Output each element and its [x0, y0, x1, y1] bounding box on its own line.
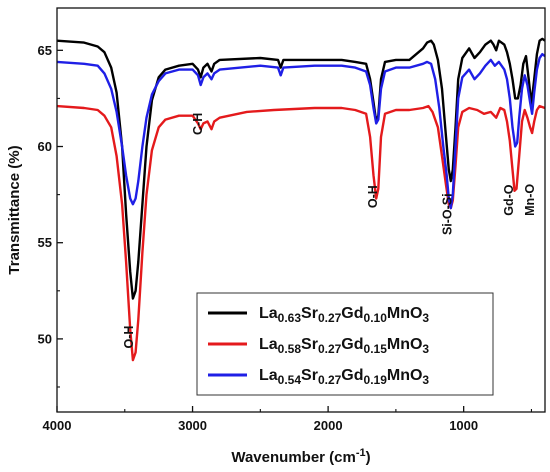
- y-axis-title: Transmittance (%): [6, 145, 23, 274]
- series-line-3: [56, 53, 546, 210]
- legend-subscript: 0.27: [318, 373, 342, 387]
- legend-symbol: Sr: [301, 367, 318, 384]
- legend-subscript: 0.27: [318, 311, 342, 325]
- peak-annotation: Mn-O: [523, 184, 537, 216]
- x-tick-label: 2000: [314, 418, 343, 433]
- legend-subscript: 3: [422, 311, 429, 325]
- legend-subscript: 0.15: [364, 342, 388, 356]
- y-tick-label: 65: [38, 43, 52, 58]
- legend-subscript: 0.58: [278, 342, 302, 356]
- legend-subscript: 3: [422, 373, 429, 387]
- annotation-layer: O-H C-H O-H Si-O-Si Gd-O Mn-O: [122, 113, 537, 349]
- peak-annotation: O-H: [122, 326, 136, 349]
- legend-symbol: Sr: [301, 305, 318, 322]
- y-tick-label: 60: [38, 139, 52, 154]
- x-axis-title-close: ): [366, 449, 371, 466]
- x-axis-title-exponent: -1: [356, 447, 366, 459]
- peak-annotation: Gd-O: [502, 184, 516, 216]
- peak-annotation: O-H: [366, 185, 380, 208]
- legend-symbol: Gd: [341, 367, 363, 384]
- legend-subscript: 3: [422, 342, 429, 356]
- legend-label-1: La0.63Sr0.27Gd0.10MnO3: [259, 305, 429, 325]
- legend-subscript: 0.27: [318, 342, 342, 356]
- x-axis-title-main: Wavenumber (cm: [231, 449, 355, 466]
- legend-subscript: 0.54: [278, 373, 302, 387]
- x-axis-title: Wavenumber (cm-1): [231, 447, 370, 466]
- y-tick-label: 55: [38, 235, 52, 250]
- legend-box: [196, 292, 494, 396]
- plot-frame: [56, 7, 546, 413]
- legend-symbol: Gd: [341, 336, 363, 353]
- legend-subscript: 0.19: [364, 373, 388, 387]
- series-line-1: [56, 37, 546, 300]
- legend-symbol: MnO: [387, 305, 423, 322]
- legend-symbol: La: [259, 336, 278, 353]
- tick-layer: 4000 3000 2000 1000 50 55 60 65: [38, 43, 532, 433]
- legend-symbol: Sr: [301, 336, 318, 353]
- legend-subscript: 0.10: [364, 311, 388, 325]
- legend-label-3: La0.54Sr0.27Gd0.19MnO3: [259, 367, 429, 387]
- legend-symbol: La: [259, 305, 278, 322]
- legend-symbol: Gd: [341, 305, 363, 322]
- x-tick-label: 3000: [178, 418, 207, 433]
- legend: La0.63Sr0.27Gd0.10MnO3La0.58Sr0.27Gd0.15…: [196, 292, 494, 396]
- x-tick-label: 4000: [43, 418, 72, 433]
- x-tick-label: 1000: [449, 418, 478, 433]
- legend-symbol: MnO: [387, 367, 423, 384]
- legend-label-2: La0.58Sr0.27Gd0.15MnO3: [259, 336, 429, 356]
- peak-annotation: Si-O-Si: [441, 193, 455, 235]
- series-line-2: [56, 104, 546, 362]
- legend-subscript: 0.63: [278, 311, 302, 325]
- legend-symbol: La: [259, 367, 278, 384]
- series-layer: [56, 37, 546, 362]
- peak-annotation: C-H: [191, 113, 205, 135]
- legend-symbol: MnO: [387, 336, 423, 353]
- y-tick-label: 50: [38, 331, 52, 346]
